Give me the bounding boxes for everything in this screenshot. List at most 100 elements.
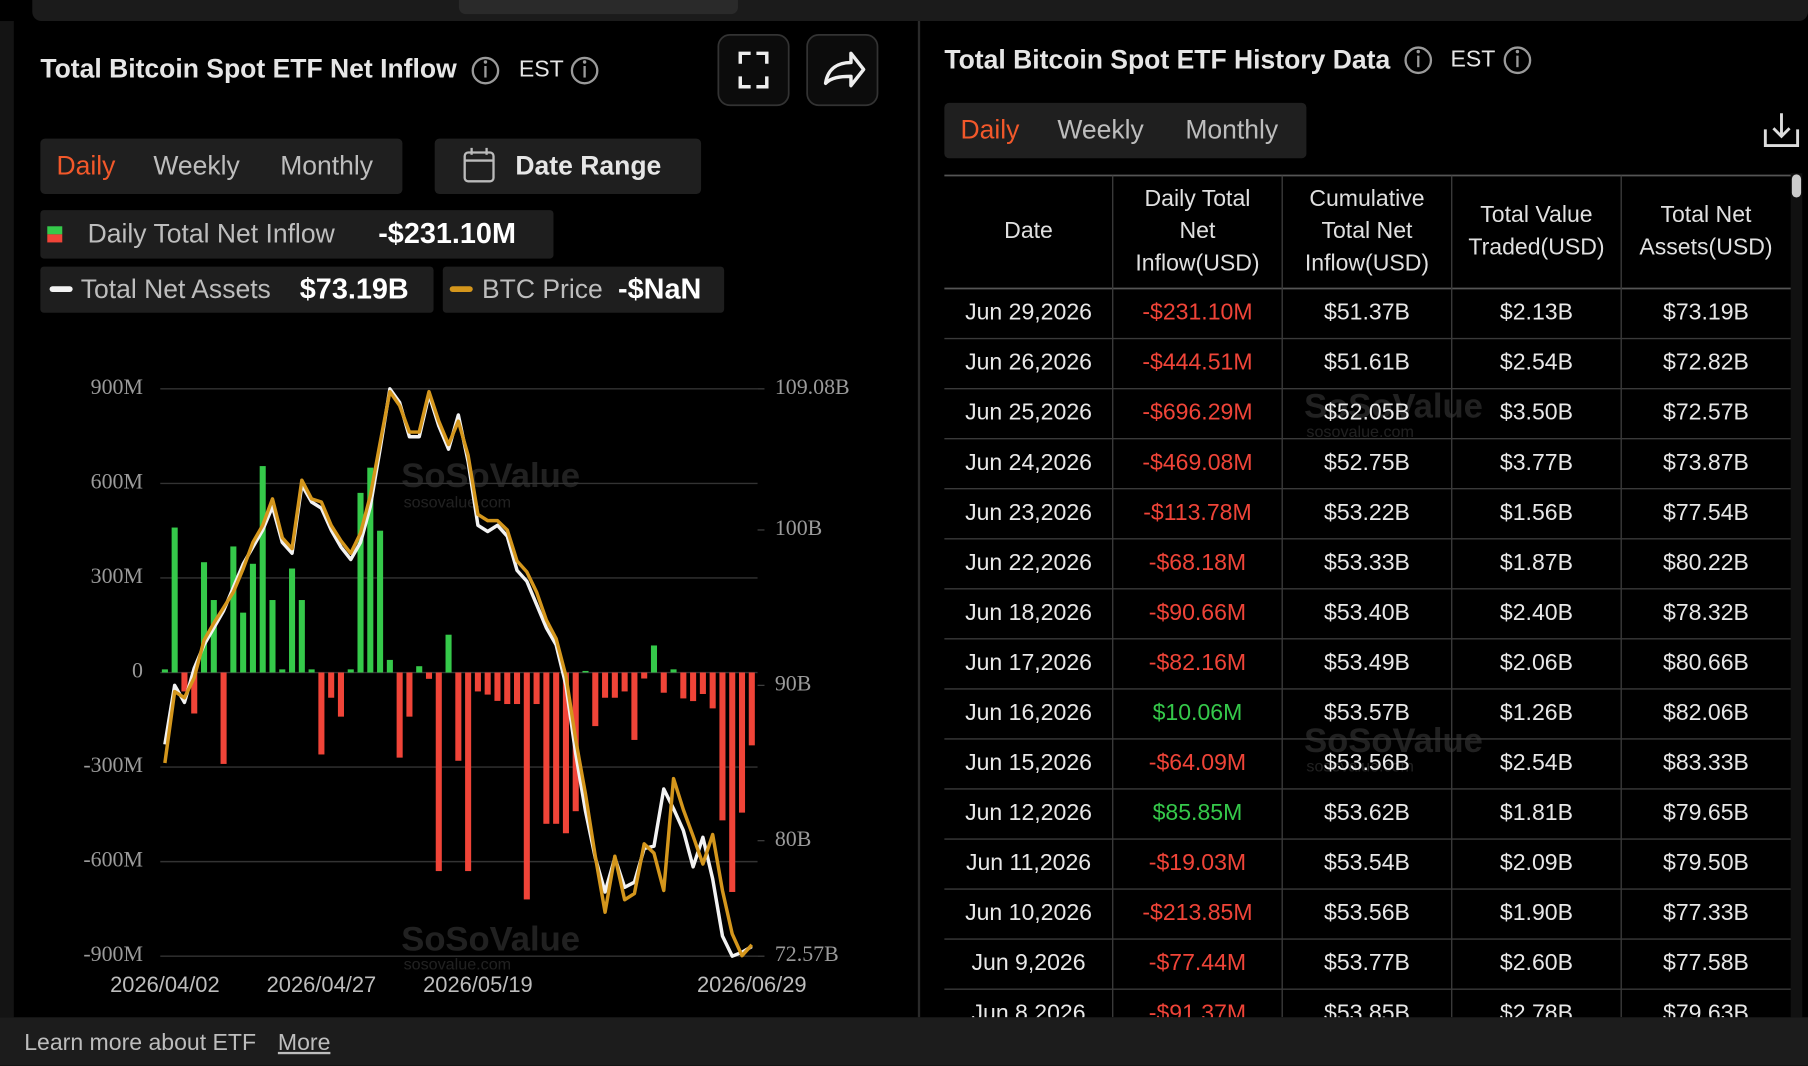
table-cell: $77.58B — [1663, 949, 1749, 975]
table-cell: $2.54B — [1500, 349, 1573, 375]
table-cell: -$64.09M — [1149, 749, 1246, 775]
bar — [680, 672, 687, 699]
bar — [533, 672, 540, 705]
legend-swatch — [47, 226, 63, 235]
y-tick-label: 0 — [132, 658, 143, 683]
watermarks: SoSoValue sosovalue.com SoSoValue sosova… — [401, 388, 1483, 974]
tab-monthly[interactable]: Monthly — [1185, 115, 1279, 145]
bar — [474, 672, 481, 692]
legend-box — [40, 266, 434, 313]
table-cell: $52.75B — [1324, 449, 1410, 475]
bar — [543, 672, 550, 824]
bar — [298, 600, 305, 673]
table-cell: $2.78B — [1500, 999, 1573, 1025]
table-cell: $1.81B — [1500, 799, 1573, 825]
bar — [259, 466, 266, 673]
line — [163, 387, 753, 958]
table-cell: -$213.85M — [1142, 899, 1252, 925]
date-range-label[interactable]: Date Range — [515, 150, 661, 180]
table-cell: $73.19B — [1663, 299, 1749, 325]
legend-value: -$NaN — [618, 273, 701, 305]
table-cell: -$113.78M — [1143, 499, 1251, 525]
table-cell: $79.63B — [1663, 999, 1749, 1025]
bar — [416, 666, 423, 673]
bar — [729, 672, 736, 892]
table-cell: $77.54B — [1663, 499, 1749, 525]
chart: 900M 600M 300M 0 -300M -600M -900M 109.08B 100B 9… — [83, 374, 849, 997]
bar — [318, 672, 325, 755]
bar — [406, 672, 413, 717]
table-cell: $72.57B — [1663, 399, 1749, 425]
table-cell: -$77.44M — [1149, 949, 1246, 975]
table-cell: Jun 15,2026 — [965, 749, 1092, 775]
watermark: sosovalue.com — [404, 956, 512, 974]
legend-swatch — [449, 286, 473, 293]
column-header: Total Net — [1321, 217, 1413, 243]
bar — [523, 672, 530, 900]
legend-box — [40, 210, 554, 259]
table-cell: $80.22B — [1663, 549, 1749, 575]
bar — [445, 634, 452, 673]
table-cell: $53.56B — [1324, 899, 1410, 925]
table-cell: $53.49B — [1324, 649, 1410, 675]
tab-daily[interactable]: Daily — [57, 150, 117, 180]
table-cell: Jun 24,2026 — [965, 449, 1092, 475]
x-tick-label: 2026/04/27 — [267, 972, 377, 997]
tab-daily[interactable]: Daily — [961, 115, 1021, 145]
y2-tick-label: 100B — [775, 515, 822, 540]
y-tick-label: 300M — [91, 563, 143, 588]
info-icon[interactable] — [1503, 46, 1532, 75]
table-cell: -$91.37M — [1149, 999, 1246, 1025]
bar — [699, 672, 706, 695]
bar — [748, 672, 755, 746]
bar — [494, 672, 501, 701]
date-range-button[interactable]: Date Range — [434, 138, 702, 194]
table-cell: $53.57B — [1324, 699, 1410, 725]
bar — [553, 672, 560, 824]
fullscreen-button[interactable] — [717, 34, 790, 107]
legend-label: Daily Total Net Inflow — [88, 219, 336, 249]
bar — [602, 672, 609, 698]
footer-link[interactable]: More — [278, 1029, 331, 1055]
bar — [660, 672, 667, 693]
watermark: SoSoValue — [1304, 388, 1483, 426]
table-cell: $83.33B — [1663, 749, 1749, 775]
bar — [386, 659, 393, 673]
table-cell: $10.06M — [1153, 699, 1243, 725]
tab-weekly[interactable]: Weekly — [153, 150, 240, 180]
watermark: SoSoValue — [1304, 722, 1483, 760]
bar — [269, 600, 276, 673]
table-cell: $78.32B — [1663, 599, 1749, 625]
table-cell: Jun 18,2026 — [965, 599, 1092, 625]
y2-tick-label: 80B — [775, 826, 812, 851]
legend-swatch — [49, 286, 73, 293]
top-tab[interactable] — [458, 0, 738, 15]
share-button[interactable] — [806, 34, 879, 107]
tab-monthly[interactable]: Monthly — [280, 150, 374, 180]
info-icon[interactable] — [570, 56, 599, 85]
table-cell: -$19.03M — [1149, 849, 1246, 875]
table-cell: $53.85B — [1324, 999, 1410, 1025]
table-cell: $2.13B — [1500, 299, 1573, 325]
timezone: EST — [519, 56, 564, 82]
table-cell: $77.33B — [1663, 899, 1749, 925]
info-icon[interactable] — [471, 56, 500, 85]
scrollbar-thumb[interactable] — [1791, 174, 1802, 198]
table-cell: Jun 12,2026 — [965, 799, 1092, 825]
table-cell: $1.87B — [1500, 549, 1573, 575]
bar — [181, 672, 188, 692]
download-button[interactable] — [1763, 113, 1800, 148]
footer-text: Learn more about ETF — [24, 1029, 256, 1055]
table-cell: Jun 26,2026 — [965, 349, 1092, 375]
bar — [191, 672, 198, 714]
info-icon[interactable] — [1404, 46, 1433, 75]
table-cell: $1.90B — [1500, 899, 1573, 925]
bar — [367, 467, 374, 673]
bar — [592, 672, 599, 727]
table-cell: $2.40B — [1500, 599, 1573, 625]
line — [163, 389, 754, 958]
tab-weekly[interactable]: Weekly — [1057, 115, 1144, 145]
column-header: Traded(USD) — [1468, 233, 1604, 259]
